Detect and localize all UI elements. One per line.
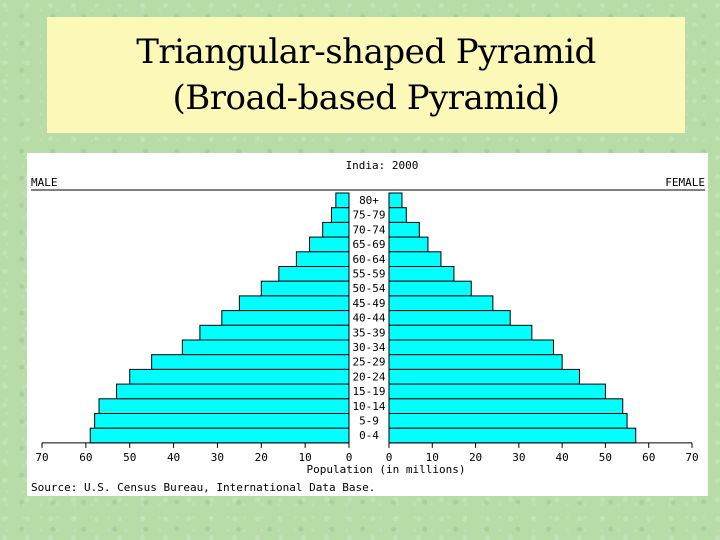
age-label-40-44: 40-44 xyxy=(352,312,385,325)
age-label-60-64: 60-64 xyxy=(352,253,385,266)
x-axis-label: Population (in millions) xyxy=(307,463,466,476)
pyramid-svg: India: 2000 MALE FEMALE Population (in m… xyxy=(31,159,705,494)
bar-female-40-44 xyxy=(388,310,511,326)
age-label-55-59: 55-59 xyxy=(352,268,385,281)
age-label-25-29: 25-29 xyxy=(352,356,385,369)
bar-male-70-74 xyxy=(322,221,350,238)
bar-male-40-44 xyxy=(221,310,350,326)
bar-male-60-64 xyxy=(295,251,350,268)
bar-male-75-79 xyxy=(330,207,350,223)
bar-male-35-39 xyxy=(199,324,350,341)
bar-male-45-49 xyxy=(238,295,350,312)
age-label-80+: 80+ xyxy=(359,194,379,207)
age-label-15-19: 15-19 xyxy=(352,385,385,398)
bar-male-80+ xyxy=(335,192,350,209)
bar-female-45-49 xyxy=(388,295,494,312)
age-label-0-4: 0-4 xyxy=(359,429,379,442)
bar-male-55-59 xyxy=(278,266,350,282)
source-note: Source: U.S. Census Bureau, Internationa… xyxy=(31,481,375,494)
bar-male-30-34 xyxy=(181,339,350,356)
male-tick-label-40: 40 xyxy=(167,451,180,464)
female-tick-label-10: 10 xyxy=(426,451,439,464)
male-tick-label-70: 70 xyxy=(35,451,48,464)
bar-female-35-39 xyxy=(388,324,533,341)
population-pyramid-chart: India: 2000 MALE FEMALE Population (in m… xyxy=(27,153,708,496)
bar-male-65-69 xyxy=(309,236,350,253)
bar-male-20-24 xyxy=(129,368,350,385)
age-label-35-39: 35-39 xyxy=(352,326,385,339)
bar-male-0-4 xyxy=(89,427,350,444)
bar-male-15-19 xyxy=(116,383,350,400)
chart-title: India: 2000 xyxy=(346,159,419,172)
bar-female-10-14 xyxy=(388,398,624,415)
age-label-75-79: 75-79 xyxy=(352,209,385,222)
bar-female-30-34 xyxy=(388,339,554,356)
female-tick-label-60: 60 xyxy=(642,451,655,464)
bar-female-0-4 xyxy=(388,427,637,444)
bar-female-5-9 xyxy=(388,413,628,429)
age-label-50-54: 50-54 xyxy=(352,282,385,295)
female-tick-label-30: 30 xyxy=(512,451,525,464)
age-label-5-9: 5-9 xyxy=(359,415,379,428)
male-label: MALE xyxy=(31,176,58,189)
age-label-45-49: 45-49 xyxy=(352,297,385,310)
bar-male-10-14 xyxy=(98,398,350,415)
bar-female-80+ xyxy=(388,192,403,209)
age-label-30-34: 30-34 xyxy=(352,341,385,354)
bar-male-50-54 xyxy=(260,280,350,297)
female-tick-label-20: 20 xyxy=(469,451,482,464)
male-tick-label-10: 10 xyxy=(299,451,312,464)
age-label-70-74: 70-74 xyxy=(352,223,385,236)
female-tick-label-50: 50 xyxy=(599,451,612,464)
bar-male-5-9 xyxy=(94,413,350,429)
female-tick-label-0: 0 xyxy=(386,451,393,464)
bar-male-25-29 xyxy=(151,354,350,370)
bar-female-70-74 xyxy=(388,221,420,238)
age-label-10-14: 10-14 xyxy=(352,400,385,413)
bar-female-15-19 xyxy=(388,383,606,400)
age-label-20-24: 20-24 xyxy=(352,370,385,383)
female-tick-label-40: 40 xyxy=(556,451,569,464)
male-tick-label-20: 20 xyxy=(255,451,268,464)
slide-title-line-2: (Broad-based Pyramid) xyxy=(172,78,560,118)
female-tick-label-70: 70 xyxy=(685,451,698,464)
slide-title-box: Triangular-shaped Pyramid (Broad-based P… xyxy=(47,17,685,133)
female-label: FEMALE xyxy=(665,176,705,189)
male-tick-label-50: 50 xyxy=(123,451,136,464)
bar-female-75-79 xyxy=(388,207,407,223)
bar-female-25-29 xyxy=(388,354,563,370)
slide-title-line-1: Triangular-shaped Pyramid xyxy=(136,32,596,72)
male-tick-label-60: 60 xyxy=(79,451,92,464)
bar-female-65-69 xyxy=(388,236,429,253)
male-tick-label-0: 0 xyxy=(346,451,353,464)
male-tick-label-30: 30 xyxy=(211,451,224,464)
bar-female-60-64 xyxy=(388,251,442,268)
bar-female-55-59 xyxy=(388,266,455,282)
age-label-65-69: 65-69 xyxy=(352,238,385,251)
bar-female-20-24 xyxy=(388,368,580,385)
bar-female-50-54 xyxy=(388,280,472,297)
